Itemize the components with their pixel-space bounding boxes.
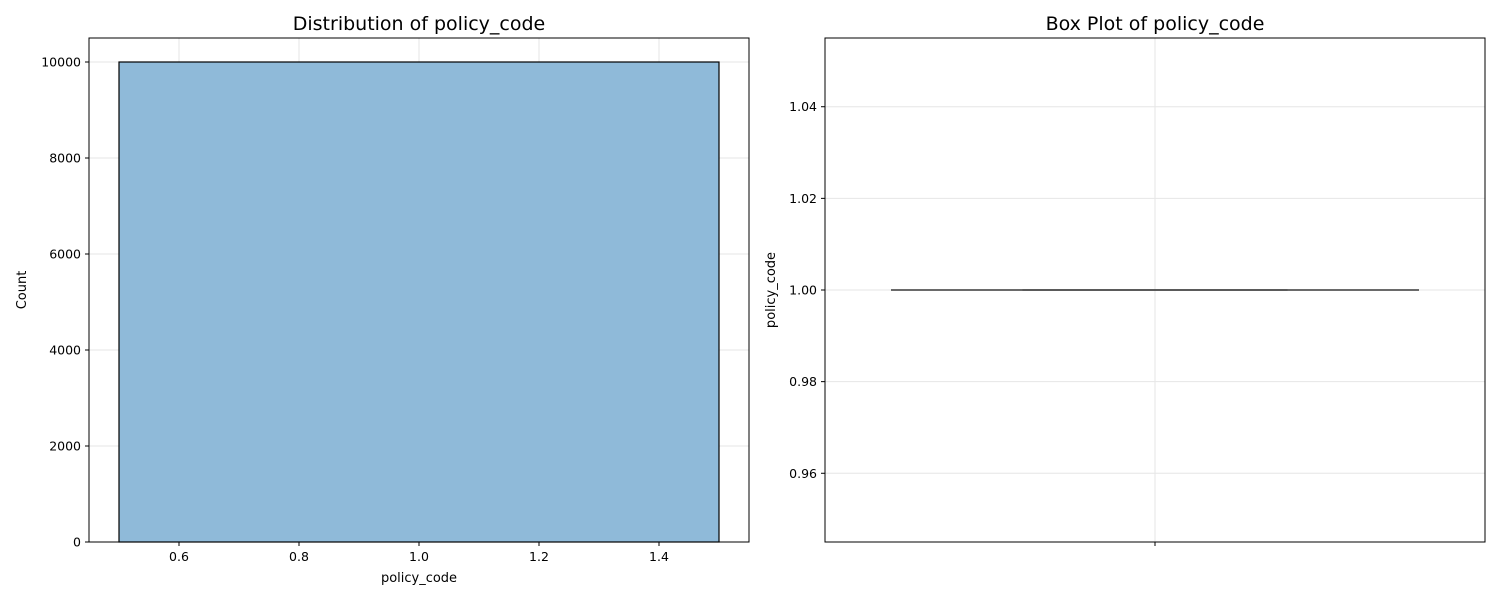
histogram-x-tick-label: 1.0 [409,549,429,564]
box-plot-title: Box Plot of policy_code [1046,13,1265,35]
box-plot-y-tick-label: 1.00 [789,283,817,298]
histogram-x-tick-label: 1.4 [649,549,669,564]
histogram-x-tick-label: 0.6 [169,549,189,564]
box-plot-y-tick-label: 1.02 [789,191,817,206]
box-plot-y-tick-label: 0.98 [789,374,817,389]
histogram-y-tick-label: 2000 [49,439,81,454]
histogram-title: Distribution of policy_code [293,13,546,35]
histogram-x-axis-label: policy_code [381,571,457,586]
histogram-y-tick-label: 0 [73,535,81,550]
box-plot-chart: 0.96 0.98 1.00 1.02 1.04 Box Plot of policy_… [764,13,1486,546]
box-plot-y-tick-label: 0.96 [789,466,817,481]
histogram-x-ticks: 0.6 0.8 1.0 1.2 1.4 [169,542,669,564]
histogram-y-tick-label: 10000 [41,55,81,70]
box-plot-y-ticks: 0.96 0.98 1.00 1.02 1.04 [789,99,825,481]
histogram-x-tick-label: 1.2 [529,549,549,564]
box-plot-y-tick-label: 1.04 [789,99,817,114]
histogram-y-tick-label: 6000 [49,247,81,262]
histogram-y-axis-label: Count [15,271,30,310]
histogram-bar [118,61,720,543]
histogram-x-tick-label: 0.8 [289,549,309,564]
histogram-y-tick-label: 4000 [49,343,81,358]
histogram-chart: 0.6 0.8 1.0 1.2 1.4 0 2000 4000 6000 8000 10000 D… [15,13,750,586]
box-plot-y-axis-label: policy_code [764,252,779,328]
histogram-y-tick-label: 8000 [49,151,81,166]
histogram-y-ticks: 0 2000 4000 6000 8000 10000 [41,55,89,550]
histogram-bars [118,61,720,543]
